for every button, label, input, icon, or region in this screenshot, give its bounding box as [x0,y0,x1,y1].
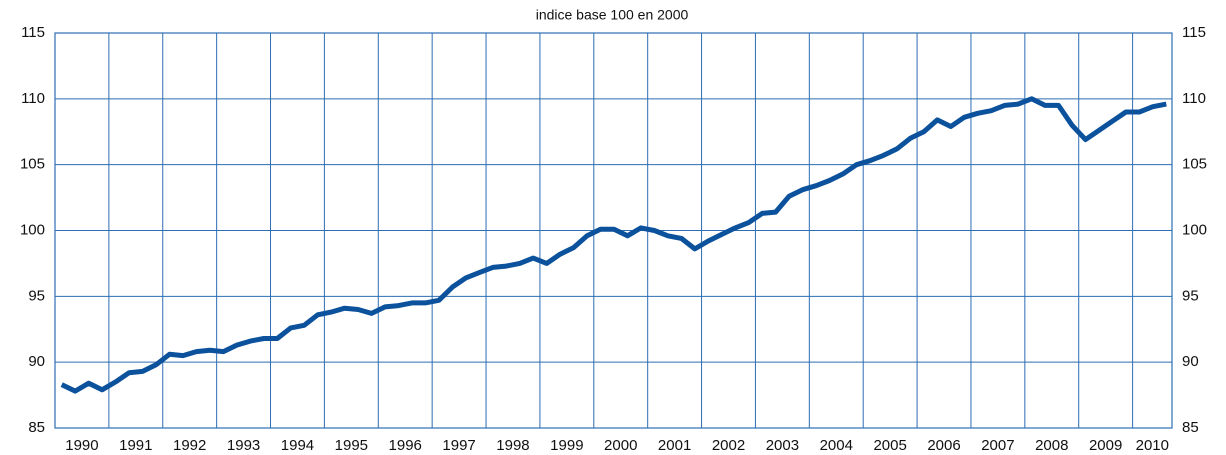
x-tick-label: 2002 [712,437,745,454]
x-tick-label: 1997 [442,437,475,454]
y2-tick-label: 110 [1182,90,1206,107]
x-tick-label: 2008 [1035,437,1068,454]
x-tick-label: 2004 [820,437,853,454]
y-tick-label: 95 [28,287,45,304]
y-tick-label: 85 [28,419,45,436]
x-tick-label: 1995 [335,437,368,454]
x-tick-label: 1993 [227,437,260,454]
y2-tick-label: 85 [1182,419,1199,436]
y-tick-label: 115 [21,24,45,41]
x-tick-label: 2006 [927,437,960,454]
x-tick-label: 1998 [496,437,529,454]
y-tick-label: 105 [20,156,45,173]
y-tick-label: 90 [28,353,45,370]
x-tick-label: 2000 [604,437,637,454]
y2-tick-label: 115 [1182,24,1206,41]
y2-tick-label: 90 [1182,353,1199,370]
y2-tick-label: 105 [1182,156,1207,173]
x-tick-label: 2009 [1089,437,1122,454]
x-tick-label: 2010 [1136,437,1169,454]
x-tick-label: 2003 [766,437,799,454]
y-tick-label: 100 [20,221,45,238]
x-tick-label: 1991 [119,437,152,454]
plot-frame [54,32,1173,429]
x-tick-label: 1994 [281,437,314,454]
x-tick-label: 2001 [658,437,691,454]
y-tick-label: 110 [21,90,45,107]
x-tick-label: 1999 [550,437,583,454]
y2-tick-label: 95 [1182,287,1199,304]
x-tick-label: 2007 [981,437,1014,454]
data-line [60,96,1167,394]
x-tick-label: 2005 [873,437,906,454]
chart-title: indice base 100 en 2000 [536,7,689,23]
x-tick-label: 1996 [389,437,422,454]
x-tick-label: 1992 [173,437,206,454]
y2-tick-label: 100 [1182,221,1207,238]
x-tick-label: 1990 [65,437,98,454]
